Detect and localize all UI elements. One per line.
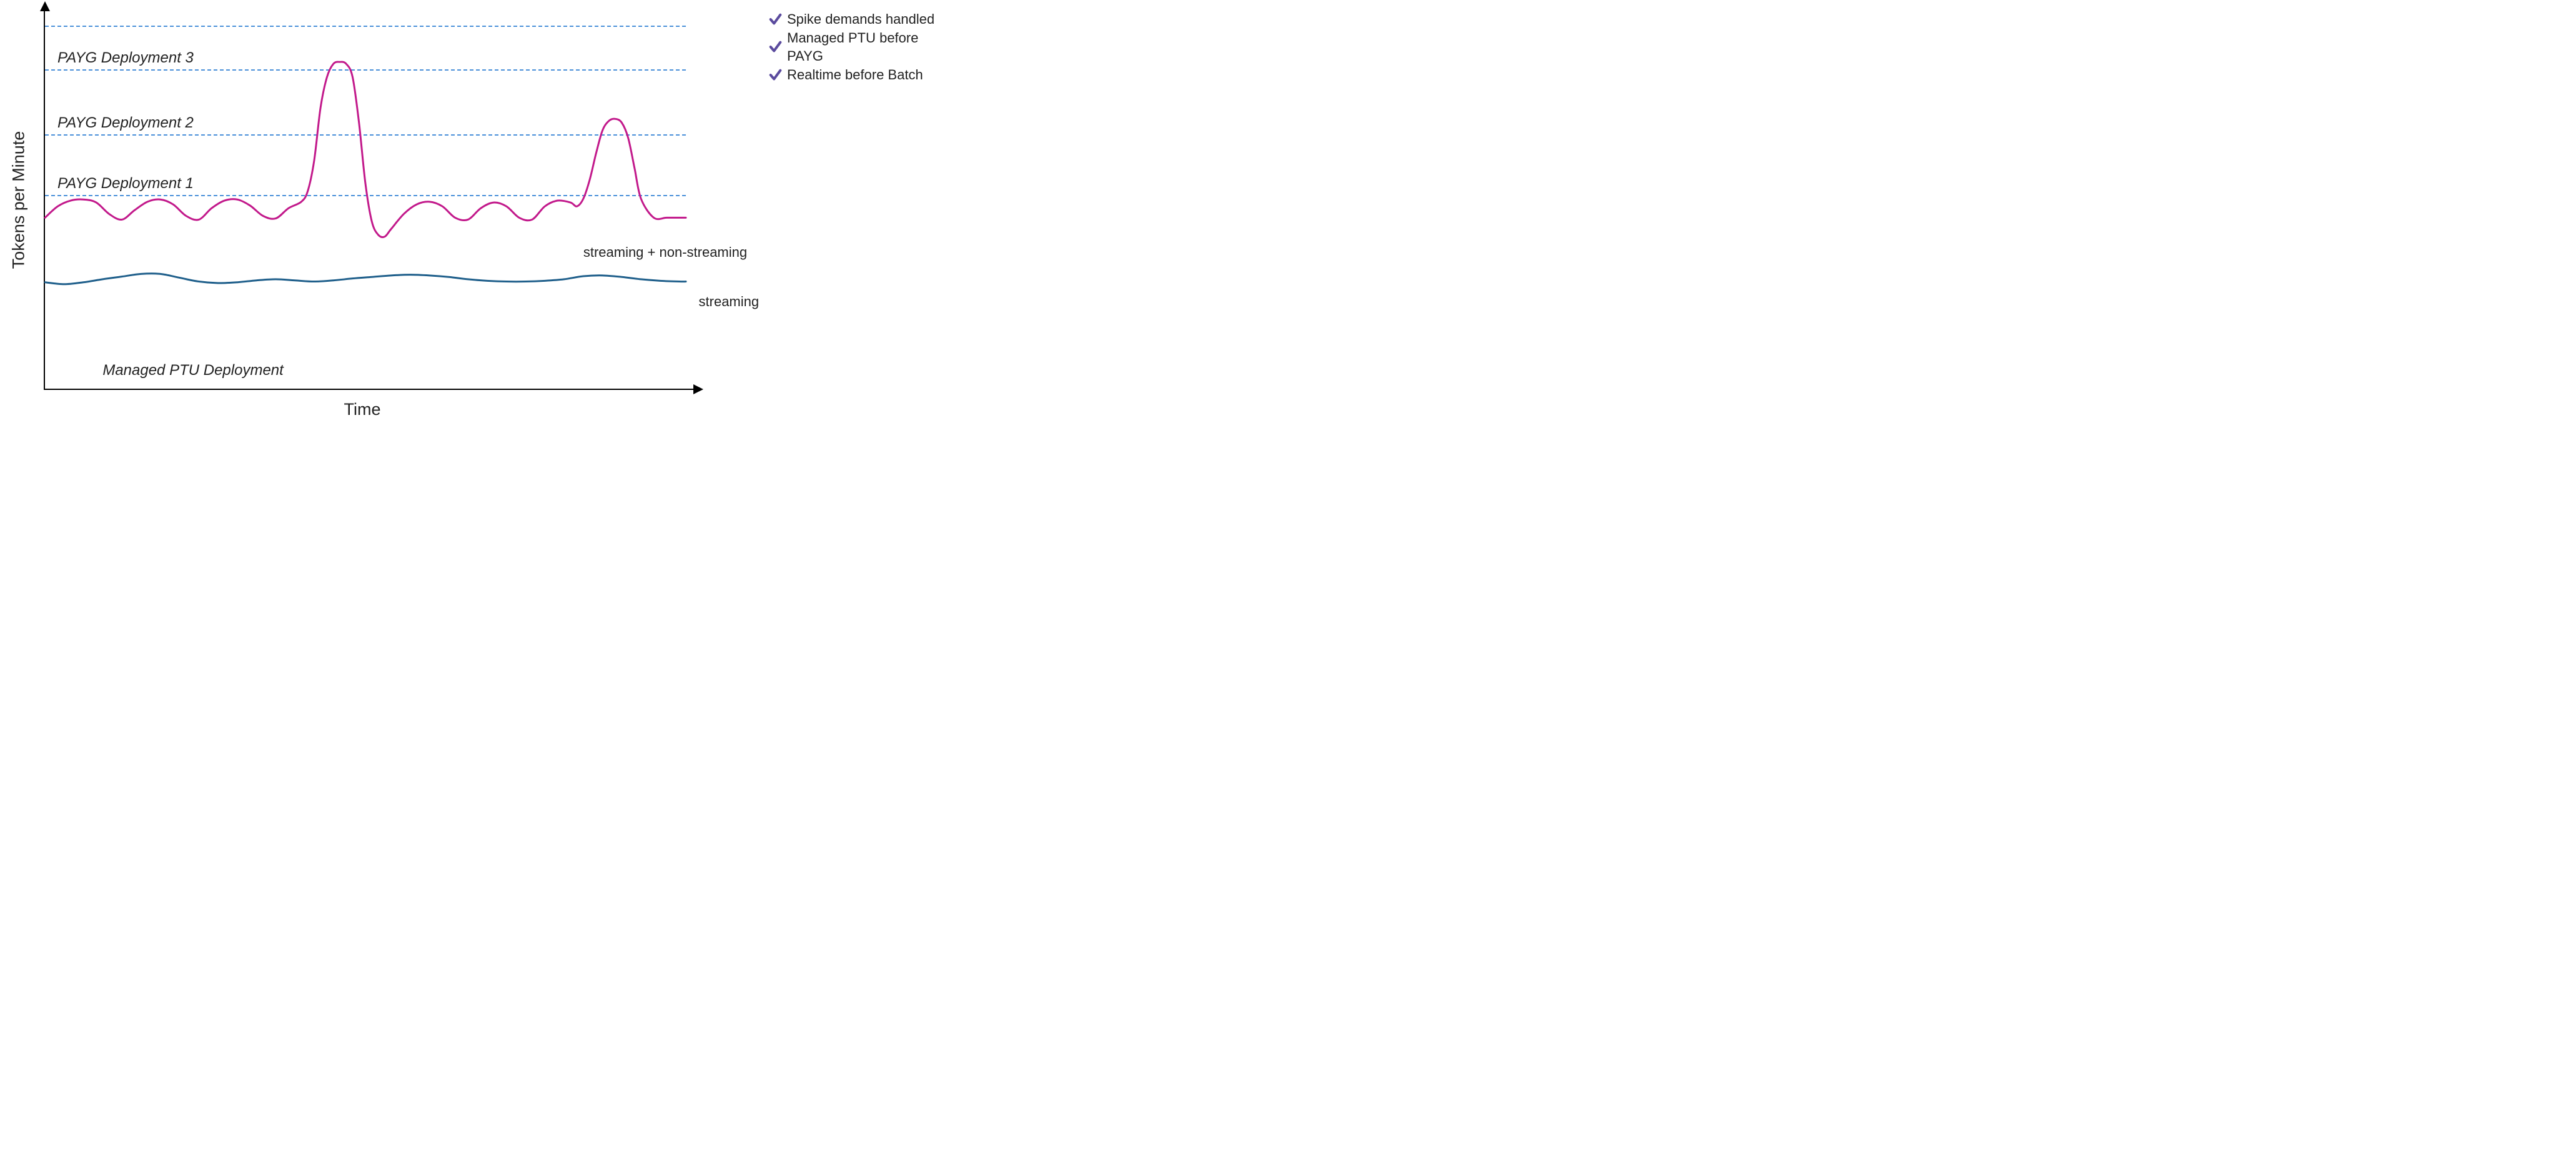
check-icon [768,12,782,26]
combined-series-label: streaming + non-streaming [583,244,747,261]
managed-ptu-label: Managed PTU Deployment [102,362,283,379]
legend-item-0: Spike demands handled [768,10,954,29]
combined-line [45,62,686,237]
y-axis-label: Tokens per Minute [9,131,29,269]
legend-item-1: Managed PTU before PAYG [768,29,954,66]
x-axis [44,389,695,390]
streaming-series-label: streaming [699,294,760,310]
chart-canvas: Tokens per Minute Time PAYG Deployment 3… [0,0,954,432]
legend-item-label: Managed PTU before PAYG [787,29,954,66]
plot-area [45,9,686,389]
x-axis-label: Time [344,400,381,419]
check-icon [768,68,782,82]
legend-item-label: Realtime before Batch [787,66,923,84]
legend-item-2: Realtime before Batch [768,66,954,84]
x-axis-arrow [693,384,703,394]
check-icon [768,40,782,54]
legend-item-label: Spike demands handled [787,10,934,29]
streaming-line [45,274,686,284]
legend: Spike demands handledManaged PTU before … [768,10,954,84]
